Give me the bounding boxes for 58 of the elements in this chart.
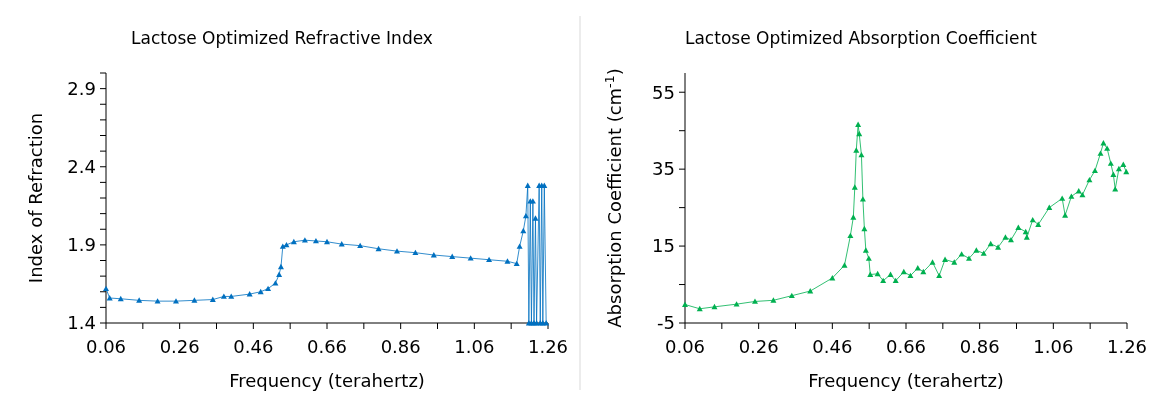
y-axis-title: Index of Refraction bbox=[25, 112, 46, 284]
point bbox=[154, 298, 161, 304]
x-tick-label: 1.26 bbox=[1106, 336, 1148, 357]
y-tick-label: 2.9 bbox=[67, 77, 96, 99]
point bbox=[301, 237, 308, 243]
point bbox=[486, 256, 493, 263]
point bbox=[191, 297, 198, 303]
point bbox=[290, 238, 297, 245]
point bbox=[449, 253, 456, 259]
x-tick-label: 0.26 bbox=[738, 336, 779, 357]
point bbox=[532, 215, 539, 221]
point bbox=[524, 182, 531, 188]
point bbox=[257, 288, 264, 295]
point bbox=[516, 243, 523, 249]
x-tick-label: 1.26 bbox=[527, 336, 569, 357]
point bbox=[513, 260, 520, 267]
point bbox=[467, 255, 474, 261]
x-tick-label: 0.66 bbox=[885, 336, 927, 357]
point bbox=[520, 227, 527, 234]
point bbox=[277, 263, 284, 270]
point bbox=[504, 258, 511, 264]
point bbox=[412, 249, 419, 256]
x-tick-label: 0.46 bbox=[233, 336, 274, 357]
point bbox=[357, 242, 364, 249]
y-tick-label: 55 bbox=[652, 81, 675, 103]
point bbox=[272, 280, 279, 286]
point bbox=[117, 295, 124, 302]
x-tick-label: 0.46 bbox=[812, 336, 853, 357]
point bbox=[228, 293, 235, 299]
y-tick-label: 15 bbox=[652, 235, 675, 257]
point bbox=[220, 293, 227, 299]
y-tick-label: 2.4 bbox=[67, 156, 96, 178]
x-axis-title: Frequency (terahertz) bbox=[229, 370, 425, 391]
x-tick-label: 0.06 bbox=[85, 336, 127, 357]
x-tick-label: 1.06 bbox=[1033, 336, 1074, 357]
point bbox=[324, 238, 330, 245]
chart-title: Lactose Optimized Absorption Coefficient bbox=[684, 28, 1038, 48]
point bbox=[209, 296, 216, 302]
x-tick-label: 0.26 bbox=[159, 336, 200, 357]
x-tick-label: 1.06 bbox=[454, 336, 495, 357]
y-tick-label: 35 bbox=[652, 158, 675, 180]
x-tick-label: 0.86 bbox=[959, 336, 1000, 357]
x-axis-title: Frequency (terahertz) bbox=[808, 370, 1004, 391]
point bbox=[265, 285, 272, 292]
y-tick-label: 1.4 bbox=[67, 312, 96, 334]
x-tick-label: 0.86 bbox=[380, 336, 421, 357]
point bbox=[375, 245, 382, 252]
point bbox=[279, 243, 286, 249]
point bbox=[136, 297, 143, 303]
point bbox=[172, 298, 179, 304]
chart-title: Lactose Optimized Refractive Index bbox=[131, 28, 433, 48]
x-tick-label: 0.06 bbox=[664, 336, 706, 357]
x-tick-label: 0.66 bbox=[306, 336, 348, 357]
point bbox=[103, 285, 109, 292]
point bbox=[393, 248, 400, 254]
y-tick-label: 1.9 bbox=[67, 234, 96, 256]
point bbox=[276, 271, 283, 277]
y-tick-label: -5 bbox=[657, 312, 675, 334]
